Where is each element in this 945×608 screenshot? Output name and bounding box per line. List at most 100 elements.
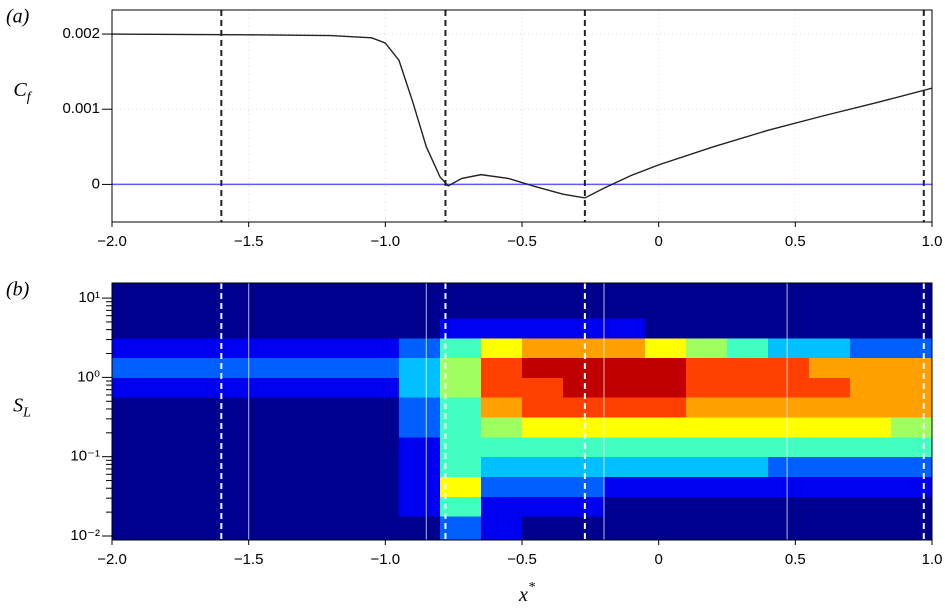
axis-label-main: x — [518, 584, 528, 606]
contour-cell — [399, 516, 441, 540]
contour-cell — [153, 397, 195, 418]
y-tick-label: 10⁻² — [70, 527, 100, 544]
contour-cell — [727, 298, 769, 319]
contour-cell — [194, 436, 236, 458]
contour-cell — [604, 436, 646, 458]
contour-cell — [850, 476, 892, 497]
contour-cell — [563, 298, 605, 319]
contour-cell — [358, 476, 400, 497]
contour-cell — [891, 516, 932, 540]
x-tick-label: −2.0 — [97, 551, 127, 568]
contour-cell — [112, 436, 154, 458]
contour-cell — [194, 476, 236, 497]
panel-label: (a) — [6, 6, 30, 28]
contour-cell — [563, 516, 605, 540]
contour-cell — [153, 496, 195, 517]
contour-cell — [440, 283, 482, 299]
contour-cell — [399, 496, 441, 517]
contour-cell — [850, 298, 892, 319]
contour-cell — [604, 298, 646, 319]
contour-cell — [481, 357, 523, 378]
axis-label: x* — [518, 580, 535, 605]
y-tick-label: 0.002 — [62, 25, 100, 42]
contour-cell — [645, 496, 687, 517]
contour-cell — [235, 516, 277, 540]
contour-cell — [727, 317, 769, 339]
contour-cell — [645, 417, 687, 438]
contour-cell — [850, 337, 892, 359]
plot-area — [112, 283, 932, 540]
contour-cell — [768, 337, 810, 359]
contour-cell — [358, 397, 400, 418]
contour-cell — [112, 377, 154, 398]
contour-cell — [235, 496, 277, 517]
contour-cell — [235, 283, 277, 299]
contour-cell — [153, 298, 195, 319]
contour-cell — [153, 317, 195, 339]
contour-cell — [768, 357, 810, 378]
contour-cell — [727, 436, 769, 458]
contour-cell — [563, 357, 605, 378]
x-tick-label: −0.5 — [507, 551, 537, 568]
contour-cell — [440, 476, 482, 497]
axis-label: SL — [13, 394, 31, 421]
contour-cell — [358, 516, 400, 540]
contour-cell — [891, 417, 932, 438]
contour-cell — [768, 436, 810, 458]
contour-cell — [440, 496, 482, 517]
contour-cell — [153, 417, 195, 438]
contour-cell — [276, 496, 318, 517]
x-tick-label: −1.0 — [371, 551, 401, 568]
contour-cell — [891, 436, 932, 458]
contour-cell — [194, 357, 236, 378]
contour-cell — [891, 337, 932, 359]
y-tick-label: 10⁻¹ — [70, 448, 100, 465]
x-tick-label: 1.0 — [922, 233, 943, 250]
contour-cell — [440, 516, 482, 540]
contour-cell — [399, 456, 441, 478]
contour-cell — [440, 337, 482, 359]
contour-cell — [768, 456, 810, 478]
contour-cell — [891, 283, 932, 299]
contour-cell — [686, 337, 728, 359]
contour-cell — [317, 397, 359, 418]
contour-cell — [194, 516, 236, 540]
y-tick-label: 10¹ — [78, 289, 100, 306]
contour-cell — [440, 417, 482, 438]
contour-cell — [563, 456, 605, 478]
contour-cell — [563, 496, 605, 517]
contour-cell — [235, 456, 277, 478]
contour-cell — [194, 283, 236, 299]
contour-cell — [399, 476, 441, 497]
contour-cell — [481, 476, 523, 497]
contour-cell — [604, 496, 646, 517]
contour-cell — [481, 298, 523, 319]
contour-cell — [440, 397, 482, 418]
panel-label: (b) — [6, 279, 30, 301]
contour-cell — [604, 337, 646, 359]
contour-cell — [809, 337, 851, 359]
contour-cell — [604, 283, 646, 299]
contour-cell — [317, 496, 359, 517]
contour-cell — [850, 436, 892, 458]
contour-cell — [440, 298, 482, 319]
contour-cell — [809, 496, 851, 517]
contour-cell — [645, 298, 687, 319]
contour-cell — [358, 456, 400, 478]
contour-cell — [768, 516, 810, 540]
contour-cell — [850, 417, 892, 438]
contour-cell — [850, 377, 892, 398]
contour-cell — [235, 357, 277, 378]
contour-cell — [194, 397, 236, 418]
contour-cell — [604, 397, 646, 418]
contour-cell — [358, 283, 400, 299]
contour-cell — [809, 516, 851, 540]
contour-cell — [112, 496, 154, 517]
plot-area — [112, 10, 932, 222]
contour-cell — [194, 317, 236, 339]
contour-cell — [194, 298, 236, 319]
contour-cell — [276, 476, 318, 497]
contour-cell — [645, 436, 687, 458]
contour-cell — [358, 436, 400, 458]
